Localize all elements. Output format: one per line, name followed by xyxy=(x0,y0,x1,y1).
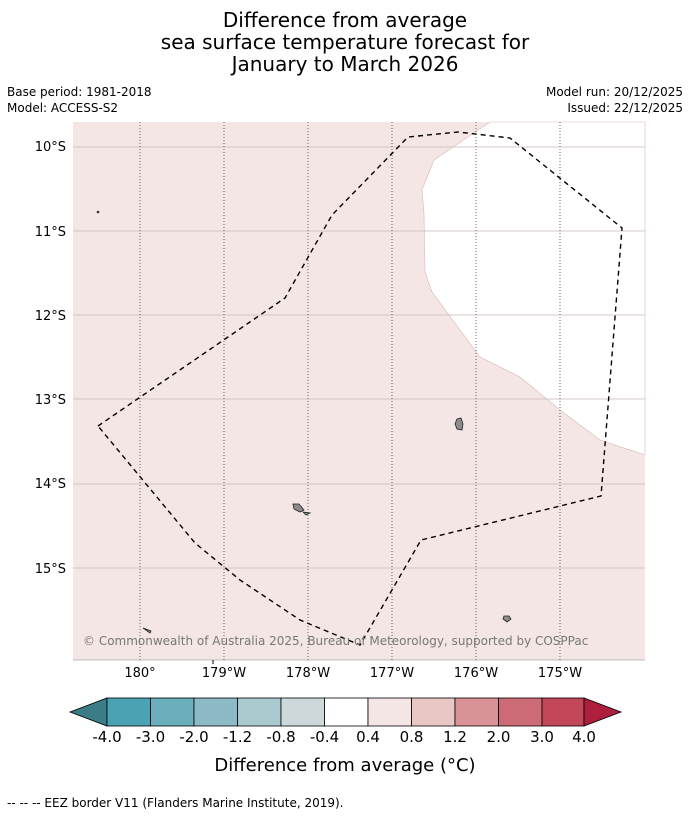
colorbar-tick: 4.0 xyxy=(572,728,596,746)
meta-left: Base period: 1981-2018 Model: ACCESS-S2 xyxy=(7,84,152,116)
island-speck xyxy=(96,210,100,214)
lon-label-175w: 175°W xyxy=(538,666,582,681)
island-lakeba xyxy=(454,417,464,431)
lat-label-14s: 14°S xyxy=(35,477,66,492)
island-matuku xyxy=(292,503,305,513)
colorbar-bin xyxy=(280,697,325,727)
meta-right: Model run: 20/12/2025 Issued: 22/12/2025 xyxy=(546,84,683,116)
colorbar-tick-labels: -4.0 -3.0 -2.0 -1.2 -0.8 -0.4 0.4 0.8 1.… xyxy=(0,728,690,748)
colorbar-tick: -3.0 xyxy=(135,728,166,746)
colorbar-label: Difference from average (°C) xyxy=(0,755,690,776)
colorbar-bin xyxy=(106,697,151,727)
lon-label-178w: 178°W xyxy=(286,666,330,681)
graticule xyxy=(73,122,645,660)
colorbar-bin xyxy=(324,697,369,727)
lon-label-180: 180° xyxy=(124,666,155,681)
island-west-sliver xyxy=(142,627,152,634)
neutral-anomaly-region xyxy=(421,121,646,456)
lat-label-11s: 11°S xyxy=(35,225,66,240)
colorbar-bin xyxy=(541,697,585,727)
lon-label-176w: 176°W xyxy=(454,666,498,681)
eez-border xyxy=(96,131,623,646)
eez-legend-note: -- -- -- EEZ border V11 (Flanders Marine… xyxy=(7,796,344,810)
colorbar-tick: -1.2 xyxy=(222,728,253,746)
colorbar xyxy=(68,697,623,727)
island-matuku-small xyxy=(301,511,312,516)
colorbar-tick: 1.2 xyxy=(443,728,467,746)
colorbar-label-text: Difference from average ( xyxy=(214,755,447,776)
colorbar-tick: -2.0 xyxy=(179,728,209,746)
copyright-notice: © Commonwealth of Australia 2025, Bureau… xyxy=(83,634,588,648)
chart-title: Difference from average sea surface temp… xyxy=(0,9,690,75)
colorbar-label-unit: °C) xyxy=(446,755,476,776)
colorbar-tick: -0.8 xyxy=(266,728,296,746)
colorbar-tick: -0.4 xyxy=(309,728,340,746)
colorbar-tick: 3.0 xyxy=(530,728,554,746)
island-ono-ilau xyxy=(502,615,512,623)
colorbar-tick: 2.0 xyxy=(486,728,511,746)
lat-label-15s: 15°S xyxy=(35,562,66,577)
islands xyxy=(96,210,512,634)
colorbar-extend-high xyxy=(583,697,623,727)
colorbar-extend-low xyxy=(68,697,108,727)
colorbar-tick: 0.4 xyxy=(356,728,380,746)
colorbar-tick: -4.0 xyxy=(92,728,122,746)
model-name: Model: ACCESS-S2 xyxy=(7,101,119,115)
title-line-3: January to March 2026 xyxy=(231,52,459,76)
lon-label-179w: 179°W xyxy=(202,666,246,681)
colorbar-bin xyxy=(193,697,238,727)
issued-date: Issued: 22/12/2025 xyxy=(567,101,683,115)
colorbar-tick: 0.8 xyxy=(399,728,424,746)
title-line-2: sea surface temperature forecast for xyxy=(160,30,530,54)
lat-label-12s: 12°S xyxy=(35,309,66,324)
colorbar-bin xyxy=(367,697,412,727)
model-run: Model run: 20/12/2025 xyxy=(545,85,683,99)
colorbar-bin xyxy=(454,697,499,727)
colorbar-bin xyxy=(150,697,195,727)
lat-label-13s: 13°S xyxy=(35,393,66,408)
title-line-1: Difference from average xyxy=(222,8,468,32)
colorbar-bin xyxy=(237,697,282,727)
base-period: Base period: 1981-2018 xyxy=(7,85,152,99)
colorbar-bin xyxy=(411,697,456,727)
colorbar-bin xyxy=(498,697,543,727)
lat-label-10s: 10°S xyxy=(35,140,66,155)
lon-label-177w: 177°W xyxy=(370,666,414,681)
